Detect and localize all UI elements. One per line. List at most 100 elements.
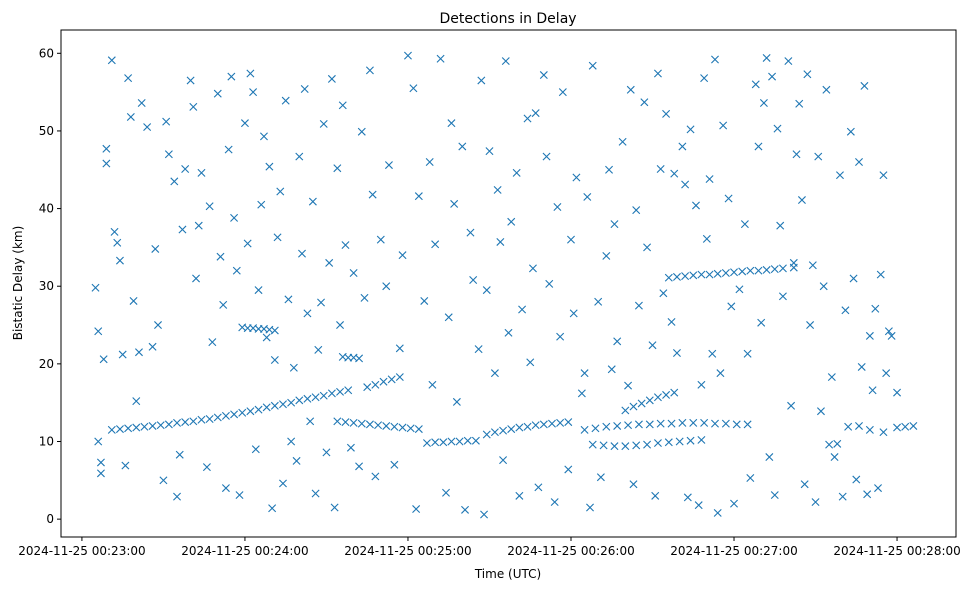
data-point: [594, 297, 603, 306]
data-point: [735, 285, 744, 294]
data-point: [154, 321, 162, 330]
data-point: [431, 240, 440, 249]
data-point: [132, 397, 141, 406]
data-point: [102, 144, 111, 153]
data-point: [295, 152, 304, 161]
data-point: [178, 225, 187, 234]
data-point: [471, 436, 480, 445]
data-point: [246, 69, 255, 78]
data-point: [719, 121, 728, 130]
data-point: [107, 56, 116, 65]
data-point: [308, 197, 317, 206]
data-point: [439, 438, 448, 447]
data-point: [143, 123, 152, 132]
data-point: [553, 203, 562, 212]
data-point: [681, 272, 690, 281]
data-point: [303, 394, 312, 403]
data-point: [605, 165, 614, 174]
data-point: [390, 460, 399, 469]
data-point: [398, 423, 407, 432]
data-point: [640, 98, 649, 107]
y-tick-label: 10: [39, 435, 54, 449]
data-point: [110, 227, 119, 236]
data-point: [556, 332, 565, 341]
data-point: [126, 112, 135, 121]
data-point: [778, 292, 787, 301]
data-point: [653, 393, 662, 402]
data-point: [778, 264, 787, 273]
data-point: [835, 171, 844, 180]
data-point: [287, 398, 296, 407]
data-point: [251, 445, 260, 454]
data-point: [539, 71, 548, 80]
data-point: [678, 418, 687, 427]
data-point: [776, 221, 785, 230]
y-tick-label: 60: [39, 46, 54, 60]
data-point: [482, 286, 491, 295]
data-point: [743, 420, 752, 429]
data-point: [270, 326, 279, 335]
data-point: [768, 72, 777, 81]
data-point: [507, 217, 516, 226]
data-point: [901, 422, 910, 431]
data-point: [624, 421, 633, 430]
data-point: [811, 498, 820, 507]
y-tick-label: 40: [39, 202, 54, 216]
data-point: [349, 269, 358, 278]
data-point: [697, 380, 706, 389]
data-point: [333, 164, 342, 173]
data-point: [317, 298, 326, 307]
data-point: [344, 386, 353, 395]
data-point: [230, 410, 239, 419]
data-point: [507, 425, 516, 434]
data-point: [428, 380, 437, 389]
data-point: [564, 418, 573, 427]
data-point: [194, 221, 203, 230]
data-point: [238, 408, 247, 417]
data-point: [583, 192, 592, 201]
data-point: [246, 407, 255, 416]
data-point: [235, 491, 244, 500]
data-point: [827, 373, 836, 382]
data-point: [874, 484, 883, 493]
data-point: [124, 424, 133, 433]
data-point: [787, 401, 796, 410]
data-point: [632, 441, 641, 450]
data-point: [882, 369, 891, 378]
data-point: [672, 349, 681, 357]
data-point: [730, 268, 739, 277]
data-point: [651, 491, 660, 500]
data-point: [474, 345, 483, 354]
data-point: [458, 142, 467, 151]
data-point: [243, 239, 252, 248]
data-point: [838, 492, 847, 501]
data-point: [751, 80, 760, 89]
data-point: [624, 381, 633, 390]
data-point: [846, 127, 855, 136]
data-point: [656, 419, 665, 428]
data-point: [700, 74, 709, 83]
data-point: [539, 420, 548, 429]
data-point: [91, 283, 100, 292]
data-point: [637, 399, 646, 408]
data-point: [884, 327, 893, 336]
data-point: [531, 421, 540, 430]
data-point: [675, 437, 684, 446]
data-point: [800, 480, 809, 489]
data-point: [721, 269, 730, 278]
data-point: [618, 137, 627, 146]
x-tick-label: 2024-11-25 00:24:00: [181, 544, 308, 558]
data-point: [724, 194, 733, 203]
data-point: [830, 453, 839, 462]
data-point: [327, 389, 336, 398]
data-point: [357, 127, 366, 136]
data-point: [691, 201, 700, 210]
data-point: [319, 119, 328, 128]
data-point: [414, 192, 423, 201]
data-point: [444, 313, 453, 322]
data-point: [164, 150, 173, 159]
data-point: [276, 187, 285, 196]
data-point: [857, 362, 866, 371]
data-point: [662, 390, 671, 399]
